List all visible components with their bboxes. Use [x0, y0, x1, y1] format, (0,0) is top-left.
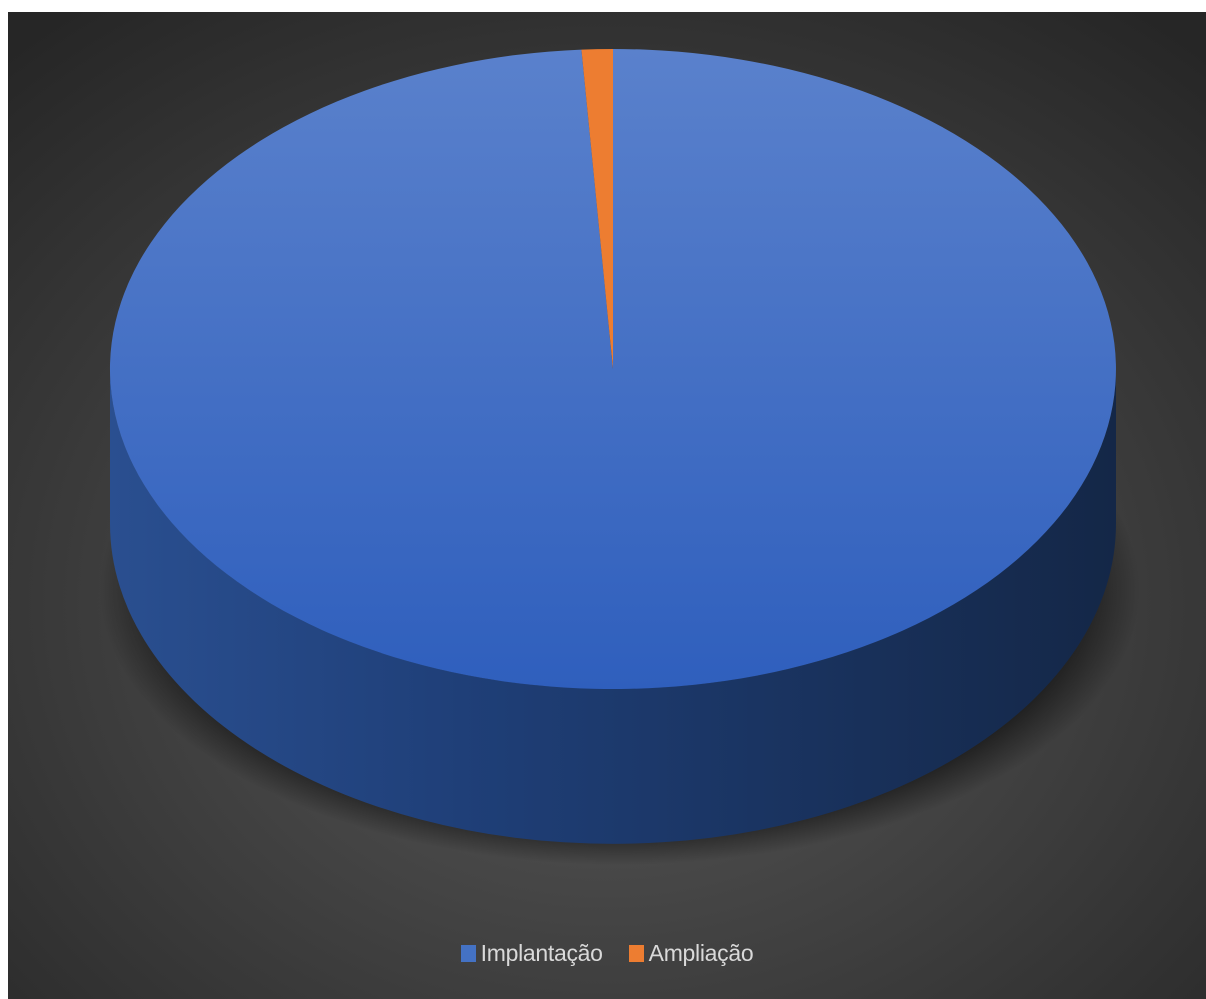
legend-swatch-ampliacao — [628, 945, 644, 962]
legend-item-ampliacao: Ampliação — [628, 940, 754, 967]
pie-chart — [8, 12, 1206, 999]
legend-label-ampliacao: Ampliação — [648, 940, 754, 966]
legend-label-implantacao: Implantação — [480, 940, 603, 966]
pie-slice-ampliacao — [581, 49, 613, 369]
legend-swatch-implantacao — [460, 945, 476, 962]
chart-area: Implantação Ampliação — [8, 12, 1206, 999]
pie-side-wall — [110, 369, 1116, 844]
legend-item-implantacao: Implantação — [460, 940, 603, 967]
legend: Implantação Ampliação — [8, 940, 1206, 967]
pie-slice-implantacao — [109, 49, 1116, 689]
